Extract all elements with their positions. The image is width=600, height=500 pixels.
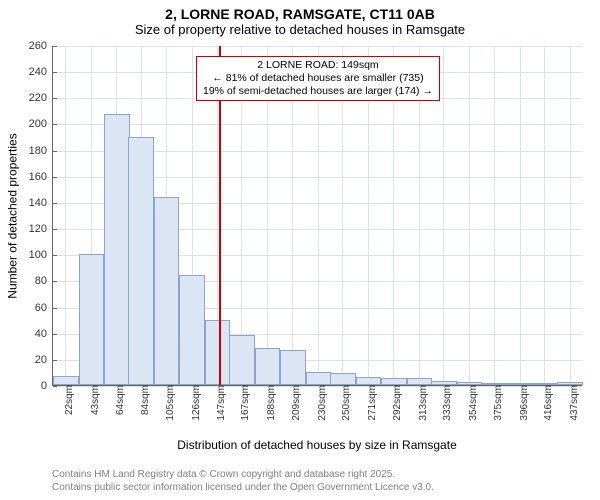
footer-line-1: Contains HM Land Registry data © Crown c…: [52, 469, 434, 482]
callout-line: 2 LORNE ROAD: 149sqm: [203, 59, 433, 72]
x-tick-label: 292sqm: [388, 385, 403, 421]
histogram-bar: [53, 376, 79, 385]
histogram-bar: [104, 114, 130, 385]
y-tick-label: 100: [29, 249, 53, 261]
gridline-v: [494, 46, 495, 385]
gridline-v: [443, 46, 444, 385]
x-tick-label: 22sqm: [60, 385, 75, 415]
y-tick-label: 60: [35, 302, 53, 314]
x-axis-label: Distribution of detached houses by size …: [52, 438, 582, 452]
x-tick-label: 43sqm: [86, 385, 101, 415]
y-tick-label: 0: [41, 380, 53, 392]
y-tick-label: 200: [29, 118, 53, 130]
y-axis-label: Number of detached properties: [6, 133, 20, 298]
footer-line-2: Contains public sector information licen…: [52, 482, 434, 495]
histogram-bar: [179, 275, 205, 385]
y-tick-label: 40: [35, 328, 53, 340]
x-tick-label: 396sqm: [515, 385, 530, 421]
x-tick-label: 230sqm: [313, 385, 328, 421]
y-axis-label-wrap: Number of detached properties: [6, 46, 20, 386]
histogram-bar: [79, 254, 105, 385]
x-tick-label: 437sqm: [565, 385, 580, 421]
histogram-bar: [532, 383, 558, 385]
histogram-bar: [508, 383, 534, 385]
y-tick-label: 120: [29, 223, 53, 235]
chart-root: 2, LORNE ROAD, RAMSGATE, CT11 0AB Size o…: [0, 0, 600, 500]
x-tick-label: 126sqm: [187, 385, 202, 421]
x-tick-label: 147sqm: [212, 385, 227, 421]
y-tick-label: 260: [29, 40, 53, 52]
gridline-v: [469, 46, 470, 385]
histogram-bar: [407, 378, 433, 385]
histogram-bar: [381, 378, 407, 385]
callout-box: 2 LORNE ROAD: 149sqm← 81% of detached ho…: [196, 56, 440, 101]
y-tick-label: 140: [29, 197, 53, 209]
x-tick-label: 271sqm: [363, 385, 378, 421]
x-tick-label: 188sqm: [262, 385, 277, 421]
histogram-bar: [356, 377, 382, 385]
x-tick-label: 313sqm: [414, 385, 429, 421]
histogram-bar: [255, 348, 281, 385]
page-title: 2, LORNE ROAD, RAMSGATE, CT11 0AB: [0, 0, 600, 22]
histogram-bar: [306, 372, 332, 385]
histogram-bar: [330, 373, 356, 385]
histogram-bar: [482, 383, 508, 385]
x-tick-label: 354sqm: [464, 385, 479, 421]
y-tick-label: 180: [29, 145, 53, 157]
histogram-bar: [280, 350, 306, 385]
x-tick-label: 375sqm: [489, 385, 504, 421]
histogram-bar: [457, 382, 483, 385]
gridline-v: [520, 46, 521, 385]
x-tick-label: 105sqm: [161, 385, 176, 421]
y-tick-label: 80: [35, 275, 53, 287]
gridline-v: [570, 46, 571, 385]
y-tick-label: 160: [29, 171, 53, 183]
plot-area: 02040608010012014016018020022024026022sq…: [52, 46, 582, 386]
histogram-bar: [557, 382, 583, 385]
x-tick-label: 250sqm: [337, 385, 352, 421]
x-tick-label: 416sqm: [539, 385, 554, 421]
callout-line: ← 81% of detached houses are smaller (73…: [203, 72, 433, 85]
y-tick-label: 220: [29, 92, 53, 104]
x-tick-label: 64sqm: [111, 385, 126, 415]
x-tick-label: 84sqm: [136, 385, 151, 415]
page-subtitle: Size of property relative to detached ho…: [0, 22, 600, 41]
y-tick-label: 20: [35, 354, 53, 366]
y-tick-label: 240: [29, 66, 53, 78]
plot-canvas: 02040608010012014016018020022024026022sq…: [52, 46, 582, 386]
histogram-bar: [229, 335, 255, 385]
x-tick-label: 333sqm: [438, 385, 453, 421]
footer-attribution: Contains HM Land Registry data © Crown c…: [52, 469, 434, 494]
x-tick-label: 167sqm: [236, 385, 251, 421]
gridline-v: [65, 46, 66, 385]
histogram-bar: [128, 137, 154, 385]
callout-line: 19% of semi-detached houses are larger (…: [203, 85, 433, 98]
x-tick-label: 209sqm: [287, 385, 302, 421]
histogram-bar: [431, 381, 457, 385]
histogram-bar: [154, 197, 180, 385]
gridline-v: [544, 46, 545, 385]
